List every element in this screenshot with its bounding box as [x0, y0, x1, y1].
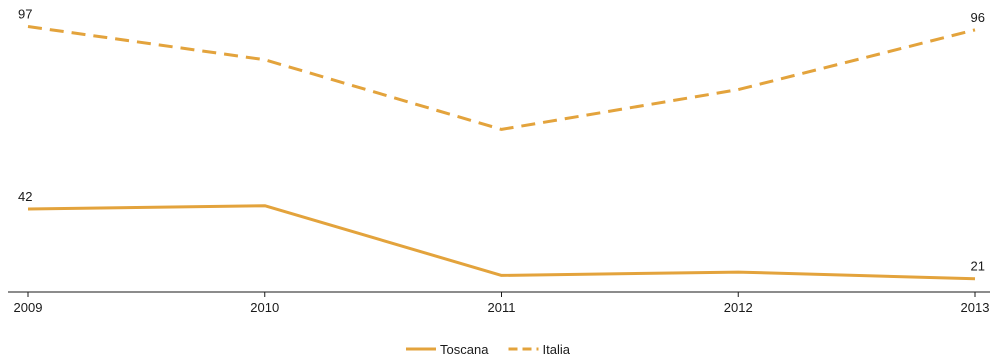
data-label-start: 42	[18, 189, 32, 204]
series-line-toscana	[27, 204, 976, 281]
x-tick-label: 2011	[488, 300, 516, 315]
data-label-end: 21	[971, 259, 985, 274]
legend-item-italia: Italia	[508, 342, 571, 357]
x-tick-label: 2013	[961, 300, 990, 315]
legend-label: Italia	[543, 342, 571, 357]
x-tick-label: 2009	[14, 300, 43, 315]
legend: Toscana Italia	[406, 342, 571, 357]
label-layer: 42 21 97 96	[18, 7, 985, 274]
data-label-end: 96	[971, 10, 985, 25]
axis-layer: 2009 2010 2011 2012 2013	[8, 291, 990, 315]
legend-label: Toscana	[440, 342, 489, 357]
series-line-italia	[27, 25, 976, 131]
data-label-start: 97	[18, 7, 32, 22]
legend-item-toscana: Toscana	[406, 342, 489, 357]
x-tick-label: 2010	[250, 300, 279, 315]
series-layer	[27, 25, 976, 281]
x-tick-label: 2012	[724, 300, 753, 315]
